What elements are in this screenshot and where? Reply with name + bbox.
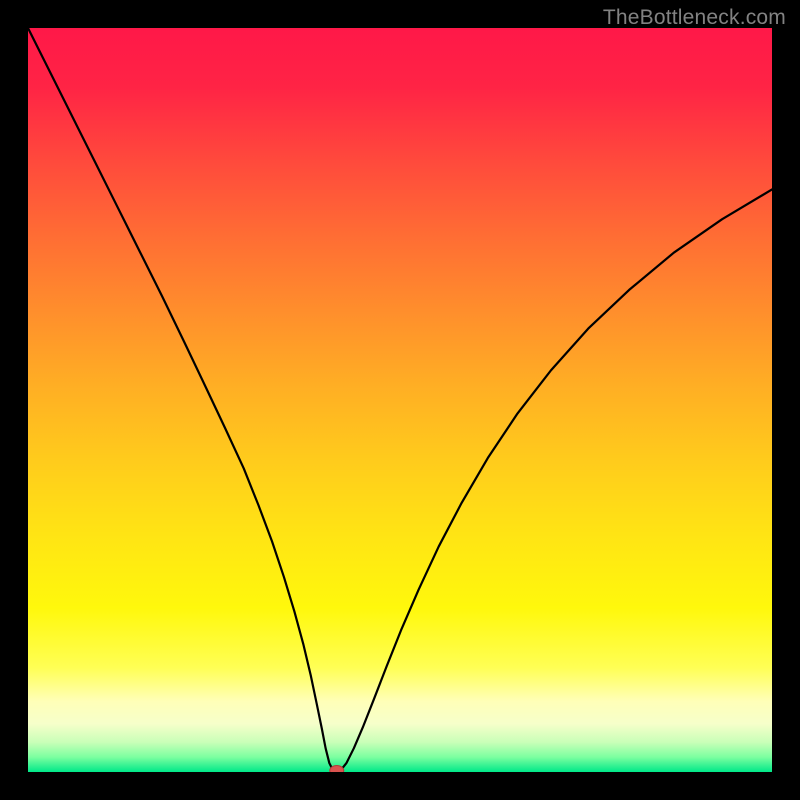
chart-curve-layer bbox=[28, 28, 772, 772]
optimal-marker-dot bbox=[330, 766, 344, 772]
chart-plot-area bbox=[28, 28, 772, 772]
bottleneck-curve bbox=[28, 28, 772, 772]
watermark-text: TheBottleneck.com bbox=[603, 6, 786, 30]
